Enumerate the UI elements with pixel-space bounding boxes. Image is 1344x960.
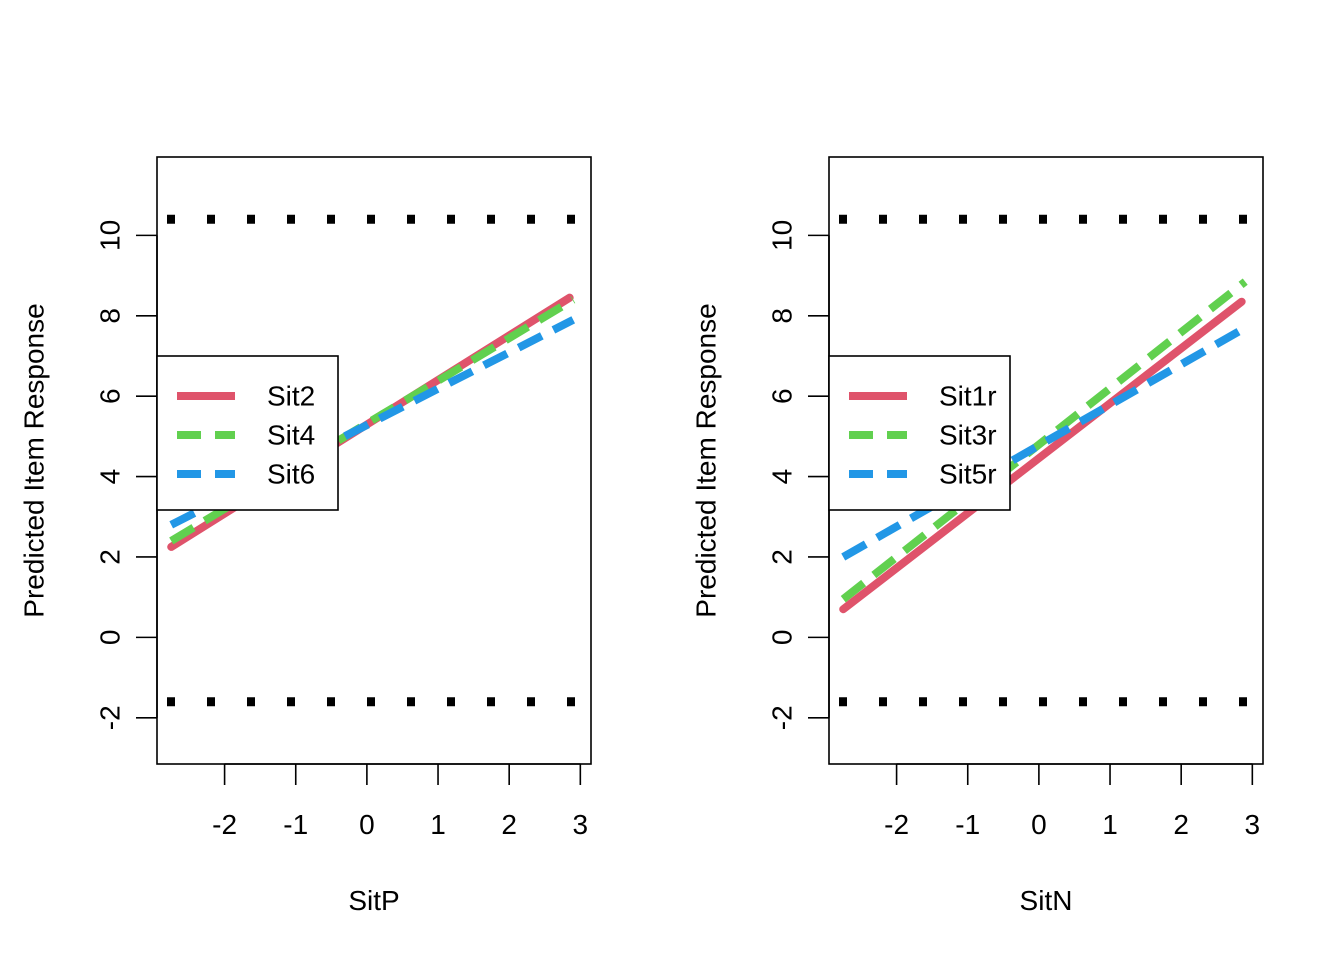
x-tick-label: 3 xyxy=(573,809,589,840)
x-tick-label: 0 xyxy=(359,809,375,840)
y-axis-title: Predicted Item Response xyxy=(19,303,50,617)
x-tick-label: 0 xyxy=(1031,809,1047,840)
x-tick-label: -2 xyxy=(884,809,909,840)
x-tick-label: -2 xyxy=(212,809,237,840)
legend-label-sit2: Sit2 xyxy=(267,381,315,412)
y-tick-label: 4 xyxy=(767,469,798,485)
y-tick-label: 2 xyxy=(95,549,126,565)
x-tick-label: 2 xyxy=(1173,809,1189,840)
x-tick-label: 1 xyxy=(1102,809,1118,840)
series-line-sit1r xyxy=(839,297,1246,614)
legend: Sit2 Sit4 Sit6 xyxy=(156,355,339,511)
y-tick-label: -2 xyxy=(767,705,798,730)
legend-label-sit6: Sit6 xyxy=(267,459,315,490)
right-panel: -2 -1 0 1 2 3 -2 0 2 4 6 8 10 SitN Predicted Item Resp… xyxy=(691,156,1264,916)
y-tick-label: 4 xyxy=(95,469,126,485)
y-tick-label: 10 xyxy=(767,220,798,251)
y-tick-label: 6 xyxy=(95,388,126,404)
x-axis-title: SitN xyxy=(1020,885,1073,916)
x-axis-title: SitP xyxy=(348,885,399,916)
y-tick-label: 2 xyxy=(767,549,798,565)
x-tick-label: -1 xyxy=(283,809,308,840)
legend-label-sit3r: Sit3r xyxy=(939,420,997,451)
legend-label-sit1r: Sit1r xyxy=(939,381,997,412)
legend: Sit1r Sit3r Sit5r xyxy=(828,355,1011,511)
y-tick-label: 8 xyxy=(767,308,798,324)
x-tick-label: 3 xyxy=(1245,809,1261,840)
y-axis-title: Predicted Item Response xyxy=(691,303,722,617)
x-tick-label: 2 xyxy=(501,809,517,840)
y-tick-label: 0 xyxy=(95,630,126,646)
y-tick-label: 0 xyxy=(767,630,798,646)
legend-label-sit4: Sit4 xyxy=(267,420,315,451)
y-tick-label: 8 xyxy=(95,308,126,324)
series-line-sit6 xyxy=(169,316,576,529)
left-panel: -2 -1 0 1 2 3 -2 0 2 4 6 8 10 SitP Predicted Item Resp… xyxy=(19,156,592,916)
y-tick-label: 6 xyxy=(767,388,798,404)
x-tick-label: 1 xyxy=(430,809,446,840)
y-tick-label: -2 xyxy=(95,705,126,730)
x-tick-label: -1 xyxy=(955,809,980,840)
series-line-sit3r xyxy=(840,278,1248,603)
legend-label-sit5r: Sit5r xyxy=(939,459,997,490)
y-tick-label: 10 xyxy=(95,220,126,251)
